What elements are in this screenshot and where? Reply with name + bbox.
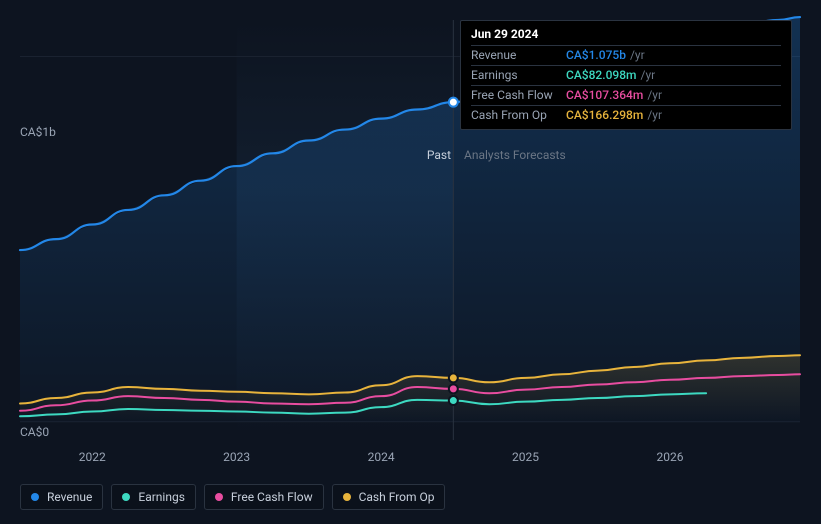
legend-swatch: [31, 493, 39, 501]
legend-swatch: [122, 493, 130, 501]
x-axis-tick: 2024: [368, 450, 395, 464]
x-axis-tick: 2023: [223, 450, 250, 464]
tooltip-unit: /yr: [647, 88, 662, 102]
tooltip-value: CA$1.075b: [566, 48, 626, 62]
tooltip-row: RevenueCA$1.075b/yr: [471, 46, 781, 66]
legend-label: Revenue: [47, 490, 92, 504]
tooltip-metric: Free Cash Flow: [471, 88, 566, 102]
legend-item-cash_from_op[interactable]: Cash From Op: [332, 484, 446, 510]
x-axis-tick: 2025: [512, 450, 539, 464]
tooltip-unit: /yr: [630, 48, 645, 62]
tooltip-row: Cash From OpCA$166.298m/yr: [471, 106, 781, 125]
tooltip-date: Jun 29 2024: [471, 27, 781, 46]
y-axis-label: CA$0: [20, 425, 49, 439]
legend-label: Earnings: [138, 490, 185, 504]
earnings-forecast-chart: CA$1b CA$0 2022 2023 2024 2025 2026 Past Ana…: [0, 0, 821, 524]
x-axis-tick: 2026: [657, 450, 684, 464]
tooltip-metric: Revenue: [471, 48, 566, 62]
tooltip-value: CA$82.098m: [566, 68, 637, 82]
legend-swatch: [215, 493, 223, 501]
tooltip-row: EarningsCA$82.098m/yr: [471, 66, 781, 86]
chart-legend: Revenue Earnings Free Cash Flow Cash From O…: [20, 484, 445, 510]
tooltip-metric: Cash From Op: [471, 108, 566, 122]
past-section-label: Past: [427, 148, 451, 162]
y-axis-label: CA$1b: [20, 125, 56, 139]
legend-item-free_cash_flow[interactable]: Free Cash Flow: [204, 484, 324, 510]
tooltip-value: CA$107.364m: [566, 88, 643, 102]
chart-tooltip: Jun 29 2024 RevenueCA$1.075b/yrEarningsC…: [460, 20, 792, 130]
forecast-section-label: Analysts Forecasts: [464, 148, 566, 162]
tooltip-metric: Earnings: [471, 68, 566, 82]
legend-item-earnings[interactable]: Earnings: [111, 484, 196, 510]
legend-label: Free Cash Flow: [231, 490, 313, 504]
tooltip-unit: /yr: [647, 108, 662, 122]
tooltip-unit: /yr: [641, 68, 656, 82]
legend-item-revenue[interactable]: Revenue: [20, 484, 103, 510]
tooltip-row: Free Cash FlowCA$107.364m/yr: [471, 86, 781, 106]
tooltip-value: CA$166.298m: [566, 108, 643, 122]
legend-label: Cash From Op: [359, 490, 435, 504]
x-axis-tick: 2022: [79, 450, 106, 464]
legend-swatch: [343, 493, 351, 501]
